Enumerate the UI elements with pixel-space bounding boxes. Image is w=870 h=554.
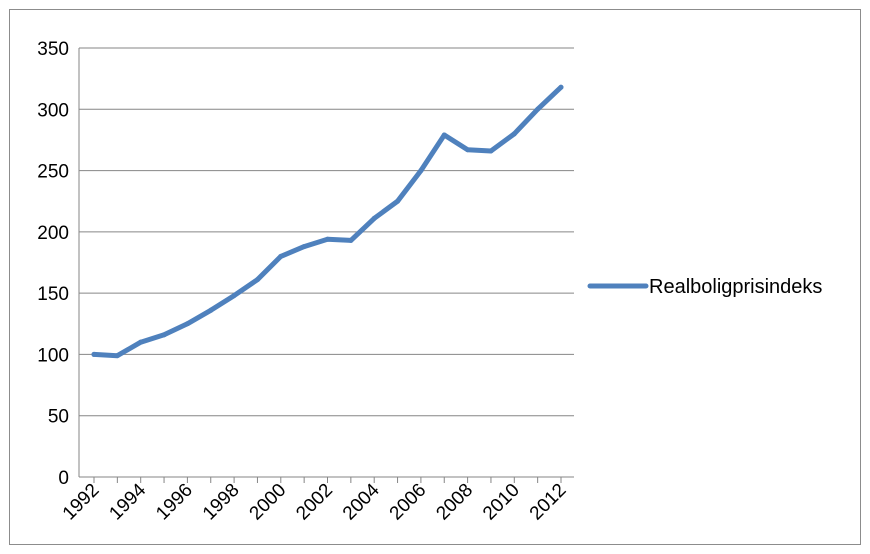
chart-frame: 0 50 100 150 200 250 300 350 1992 1994 1996 1998 20… <box>9 9 861 545</box>
legend: Realboligprisindeks <box>587 276 822 298</box>
x-tick-label: 2004 <box>339 479 384 524</box>
axes <box>78 48 574 478</box>
data-point <box>441 132 447 138</box>
line-chart: 0 50 100 150 200 250 300 350 1992 1994 1996 1998 20… <box>37 39 822 524</box>
series-line-realboligprisindeks <box>91 84 564 359</box>
data-point <box>535 106 541 112</box>
data-point <box>301 244 307 250</box>
data-point <box>91 351 97 357</box>
y-tick-label: 50 <box>48 407 69 428</box>
data-point <box>465 147 471 153</box>
x-tick-label: 2010 <box>479 480 524 525</box>
data-point <box>395 198 401 204</box>
x-tick-label: 1994 <box>105 479 150 524</box>
data-point <box>348 237 354 243</box>
x-tick-label: 2008 <box>432 480 477 525</box>
x-tick-label: 2002 <box>292 480 337 525</box>
y-tick-label: 100 <box>37 345 69 366</box>
data-point <box>371 215 377 221</box>
data-point <box>488 148 494 154</box>
data-point <box>254 277 260 283</box>
data-point <box>161 332 167 338</box>
data-point <box>558 84 564 90</box>
y-tick-label: 300 <box>37 100 69 121</box>
data-point <box>138 339 144 345</box>
y-tick-label: 350 <box>37 39 69 60</box>
y-tick-label: 250 <box>37 162 69 183</box>
data-point <box>278 253 284 259</box>
x-tick-label: 2012 <box>526 480 571 525</box>
x-tick-labels: 1992 1994 1996 1998 2000 2002 2004 2006 2008 2010… <box>59 477 571 524</box>
data-point <box>208 307 214 313</box>
x-tick-label: 1998 <box>199 480 244 525</box>
gridlines <box>79 47 574 417</box>
y-tick-labels: 0 50 100 150 200 250 300 350 <box>37 39 69 489</box>
series-layer <box>91 84 564 359</box>
x-tick-label: 2000 <box>246 480 291 525</box>
y-tick-label: 200 <box>37 223 69 244</box>
data-point <box>418 168 424 174</box>
legend-label: Realboligprisindeks <box>649 276 822 298</box>
data-point <box>231 293 237 299</box>
x-tick-label: 1996 <box>152 480 197 525</box>
x-tick-label: 2006 <box>386 480 431 525</box>
data-point <box>184 321 190 327</box>
data-point <box>325 236 330 242</box>
data-point <box>114 353 120 359</box>
y-tick-label: 0 <box>58 468 69 489</box>
y-tick-label: 150 <box>37 284 69 305</box>
data-point <box>511 131 517 137</box>
